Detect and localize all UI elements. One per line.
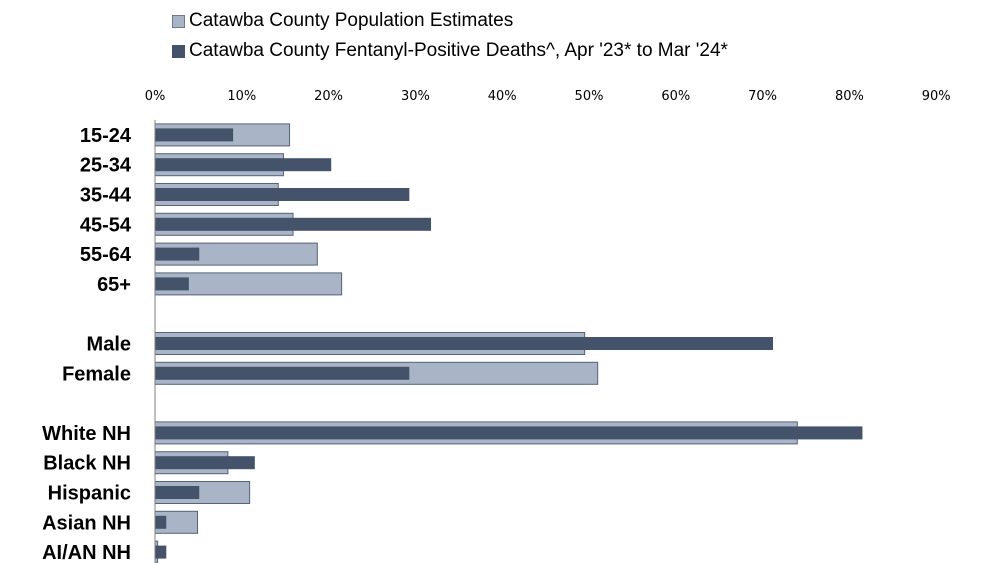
- bar-deaths: [155, 247, 200, 261]
- x-tick-label: 60%: [661, 89, 690, 104]
- category-label: 15-24: [80, 125, 132, 147]
- category-label: 45-54: [80, 214, 132, 236]
- category-label: AI/AN NH: [42, 542, 131, 563]
- x-tick-label: 30%: [401, 89, 430, 104]
- x-tick-label: 20%: [314, 89, 343, 104]
- bars: [154, 123, 863, 563]
- legend: Catawba County Population Estimates Cata…: [172, 6, 728, 66]
- bar-deaths: [155, 158, 332, 172]
- x-tick-label: 70%: [748, 89, 777, 104]
- x-axis-ticks: 0% 10% 20% 30% 40% 50% 60% 70% 80% 90%: [145, 89, 951, 104]
- bar-deaths: [155, 545, 167, 559]
- x-tick-label: 0%: [145, 89, 166, 104]
- category-label: Asian NH: [42, 512, 131, 534]
- legend-label-deaths: Catawba County Fentanyl-Positive Deaths^…: [189, 40, 728, 61]
- category-label: Hispanic: [48, 483, 131, 505]
- category-label: White NH: [42, 423, 131, 445]
- legend-swatch-population: [172, 14, 185, 28]
- bar-deaths: [155, 337, 774, 350]
- bar-deaths: [155, 486, 200, 499]
- bar-deaths: [155, 217, 432, 231]
- x-tick-label: 50%: [575, 89, 604, 104]
- x-tick-label: 10%: [227, 89, 256, 104]
- bar-deaths: [155, 188, 410, 201]
- legend-swatch-deaths: [172, 44, 185, 58]
- legend-item-deaths: Catawba County Fentanyl-Positive Deaths^…: [172, 36, 728, 66]
- category-label: Female: [62, 363, 131, 385]
- bar-deaths: [155, 515, 167, 529]
- legend-item-population: Catawba County Population Estimates: [172, 6, 728, 36]
- category-labels: 15-24 25-34 35-44 45-54 55-64 65+ Male Female Wh…: [42, 125, 132, 563]
- bar-deaths: [155, 277, 189, 291]
- category-label: 55-64: [80, 244, 132, 266]
- bar-deaths: [155, 456, 255, 470]
- category-label: 35-44: [80, 185, 132, 207]
- bar-deaths: [155, 426, 863, 440]
- category-label: 65+: [97, 274, 131, 296]
- x-tick-label: 80%: [835, 89, 864, 104]
- bar-deaths: [155, 128, 234, 142]
- category-label: 25-34: [80, 155, 132, 177]
- legend-label-population: Catawba County Population Estimates: [189, 10, 514, 31]
- category-label: Male: [87, 334, 131, 356]
- category-label: Black NH: [43, 453, 131, 475]
- bar-deaths: [155, 366, 410, 380]
- x-tick-label: 40%: [488, 89, 517, 104]
- x-tick-label: 90%: [922, 89, 951, 104]
